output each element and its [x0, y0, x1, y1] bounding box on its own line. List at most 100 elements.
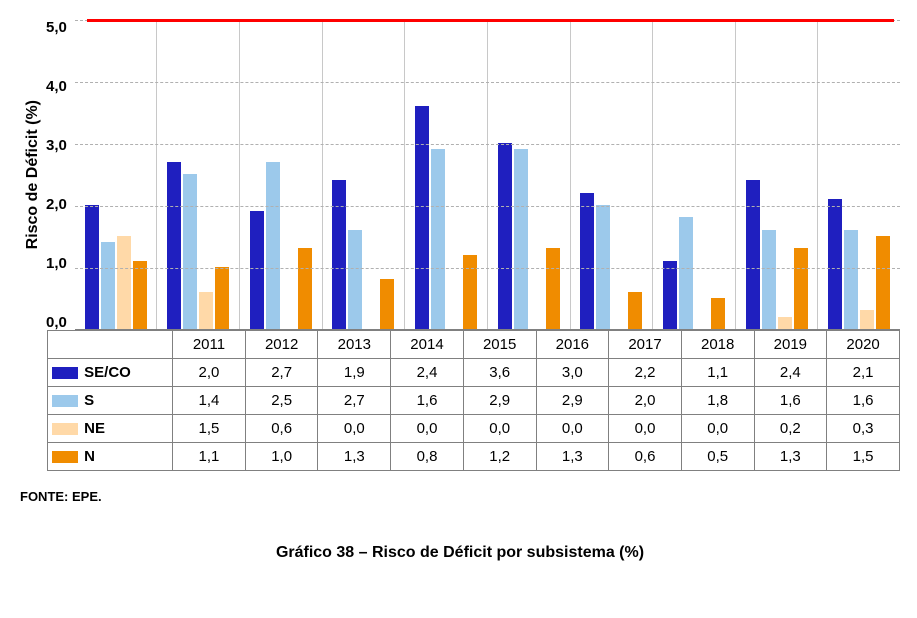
table-cell: 2,7 — [245, 359, 318, 387]
bar-ne — [860, 310, 874, 329]
table-cell: 0,3 — [827, 415, 900, 443]
legend-swatch — [52, 395, 78, 407]
chart-source: FONTE: EPE. — [20, 489, 900, 504]
bar-n — [794, 248, 808, 329]
series-legend-s: S — [48, 387, 173, 415]
table-cell: 2,9 — [536, 387, 609, 415]
bar-s — [266, 162, 280, 329]
table-cell: 0,6 — [609, 443, 682, 471]
bar-group — [404, 20, 487, 329]
legend-swatch — [52, 451, 78, 463]
bar-n — [628, 292, 642, 329]
legend-label: N — [84, 448, 95, 465]
table-cell: 0,0 — [391, 415, 464, 443]
table-cell: 1,6 — [827, 387, 900, 415]
y-tick: 0,0 — [46, 315, 67, 330]
bar-s — [183, 174, 197, 329]
bar-n — [133, 261, 147, 329]
series-legend-n: N — [48, 443, 173, 471]
year-header: 2020 — [827, 331, 900, 359]
table-cell: 1,6 — [391, 387, 464, 415]
table-cell: 0,6 — [245, 415, 318, 443]
legend-swatch — [52, 423, 78, 435]
bar-se_co — [85, 205, 99, 329]
legend-label: S — [84, 392, 94, 409]
y-tick: 3,0 — [46, 138, 67, 153]
year-header: 2012 — [245, 331, 318, 359]
bar-group — [322, 20, 405, 329]
bar-group — [570, 20, 653, 329]
bar-se_co — [746, 180, 760, 329]
table-cell: 2,5 — [245, 387, 318, 415]
table-cell: 1,5 — [827, 443, 900, 471]
table-cell: 1,6 — [754, 387, 827, 415]
reference-line — [87, 19, 894, 22]
table-cell: 2,0 — [609, 387, 682, 415]
table-year-row: 2011201220132014201520162017201820192020 — [48, 331, 900, 359]
table-cell: 1,9 — [318, 359, 391, 387]
bar-s — [101, 242, 115, 329]
bar-se_co — [415, 106, 429, 329]
table-cell: 2,7 — [318, 387, 391, 415]
year-header: 2014 — [391, 331, 464, 359]
table-row: SE/CO2,02,71,92,43,63,02,21,12,42,1 — [48, 359, 900, 387]
bar-se_co — [167, 162, 181, 329]
table-cell: 1,3 — [536, 443, 609, 471]
bar-n — [546, 248, 560, 329]
gridline — [75, 82, 900, 83]
legend-label: NE — [84, 420, 105, 437]
table-corner — [48, 331, 173, 359]
table-cell: 1,3 — [754, 443, 827, 471]
chart-plot-area: Risco de Déficit (%) 5,04,03,02,01,00,0 — [20, 20, 900, 330]
bar-se_co — [498, 143, 512, 329]
series-legend-se_co: SE/CO — [48, 359, 173, 387]
bar-se_co — [580, 193, 594, 329]
table-row: NE1,50,60,00,00,00,00,00,00,20,3 — [48, 415, 900, 443]
table-cell: 0,5 — [681, 443, 754, 471]
bar-s — [679, 217, 693, 329]
table-cell: 3,0 — [536, 359, 609, 387]
deficit-risk-chart: Risco de Déficit (%) 5,04,03,02,01,00,0 … — [20, 20, 900, 562]
table-cell: 2,9 — [463, 387, 536, 415]
bar-group — [817, 20, 900, 329]
y-tick: 5,0 — [46, 20, 67, 35]
table-cell: 2,2 — [609, 359, 682, 387]
table-cell: 1,8 — [681, 387, 754, 415]
bar-group — [239, 20, 322, 329]
bar-ne — [117, 236, 131, 329]
bar-n — [711, 298, 725, 329]
year-header: 2019 — [754, 331, 827, 359]
table-cell: 0,2 — [754, 415, 827, 443]
table-cell: 2,1 — [827, 359, 900, 387]
bar-ne — [778, 317, 792, 329]
year-header: 2018 — [681, 331, 754, 359]
chart-caption: Gráfico 38 – Risco de Déficit por subsis… — [20, 544, 900, 562]
y-tick: 2,0 — [46, 197, 67, 212]
bar-s — [596, 205, 610, 329]
year-header: 2015 — [463, 331, 536, 359]
table-cell: 1,2 — [463, 443, 536, 471]
year-header: 2016 — [536, 331, 609, 359]
bar-group — [652, 20, 735, 329]
table-cell: 1,3 — [318, 443, 391, 471]
legend-label: SE/CO — [84, 364, 131, 381]
year-header: 2011 — [173, 331, 246, 359]
gridline — [75, 206, 900, 207]
table-cell: 0,8 — [391, 443, 464, 471]
y-axis-label-gutter: Risco de Déficit (%) — [20, 20, 46, 330]
table-cell: 3,6 — [463, 359, 536, 387]
table-cell: 1,1 — [173, 443, 246, 471]
bar-n — [215, 267, 229, 329]
table-cell: 0,0 — [463, 415, 536, 443]
bar-group — [156, 20, 239, 329]
table-cell: 0,0 — [318, 415, 391, 443]
bar-group — [487, 20, 570, 329]
plot-region — [75, 20, 900, 330]
bar-se_co — [332, 180, 346, 329]
gridline — [75, 144, 900, 145]
year-header: 2013 — [318, 331, 391, 359]
legend-swatch — [52, 367, 78, 379]
bar-s — [762, 230, 776, 329]
table-cell: 2,4 — [754, 359, 827, 387]
bar-se_co — [663, 261, 677, 329]
